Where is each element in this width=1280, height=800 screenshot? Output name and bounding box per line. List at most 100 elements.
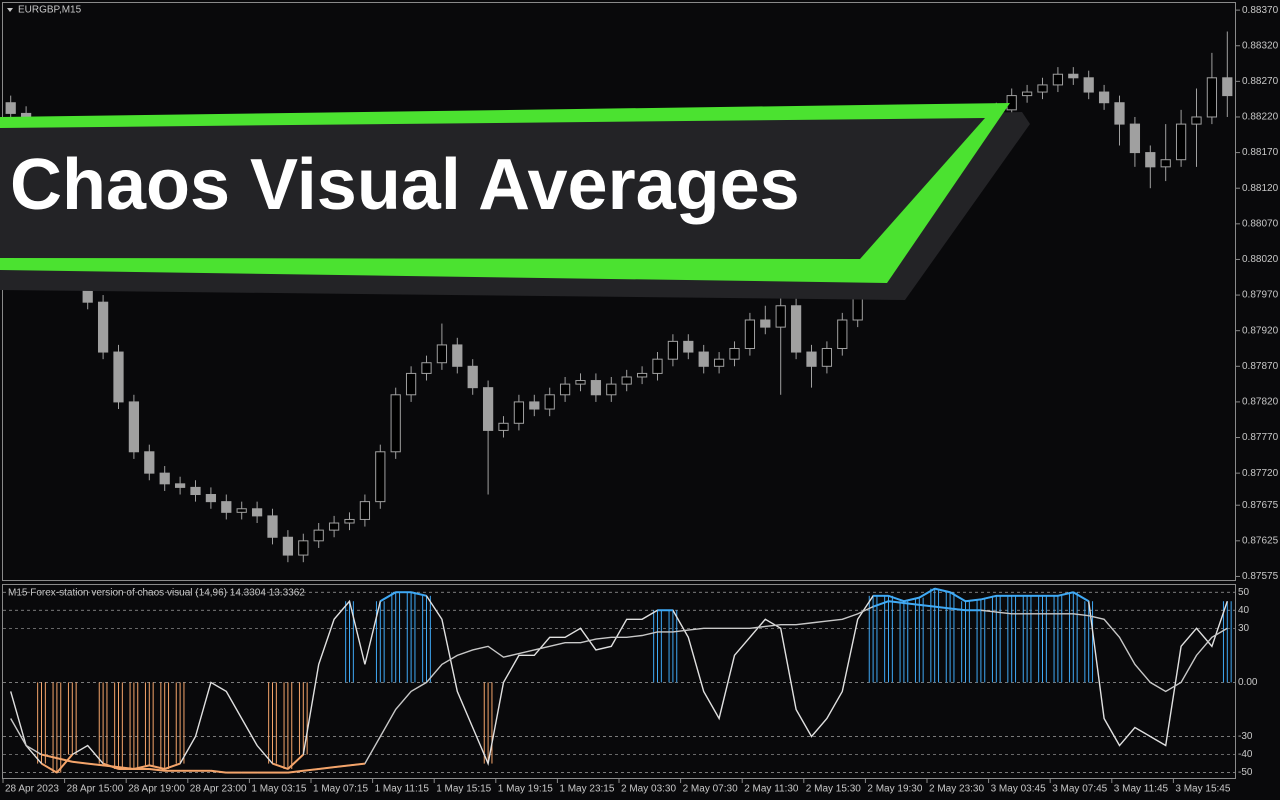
candle-body xyxy=(282,536,294,556)
indicator-frame xyxy=(2,584,1236,779)
candle-body xyxy=(144,451,155,474)
indicator-segment xyxy=(164,762,181,770)
y-tick-label: 40 xyxy=(1238,605,1250,616)
y-tick-label: 0.87920 xyxy=(1242,325,1279,336)
x-tick-label: 28 Apr 2023 xyxy=(5,784,59,795)
x-tick-label: 3 May 15:45 xyxy=(1175,784,1230,795)
candle-body xyxy=(359,501,371,520)
y-tick-label: 0.87675 xyxy=(1242,500,1279,511)
candle-body xyxy=(837,319,848,349)
indicator-segment xyxy=(149,764,165,770)
indicator-segment xyxy=(272,762,289,770)
banner-panel xyxy=(0,118,985,259)
indicator-segment xyxy=(919,603,935,608)
candle-body xyxy=(421,362,432,374)
indicator-segment xyxy=(118,766,135,770)
candle-body xyxy=(190,486,201,496)
indicator-segment xyxy=(872,600,889,608)
candle-body xyxy=(498,422,509,431)
candle-body xyxy=(128,401,140,453)
indicator-segment xyxy=(41,753,58,760)
indicator-segment xyxy=(949,607,966,612)
x-tick-label: 2 May 23:30 xyxy=(929,784,984,795)
indicator-segment xyxy=(965,598,982,603)
candle-body xyxy=(1083,77,1094,93)
y-tick-label: 0.87625 xyxy=(1242,535,1279,546)
candle-body xyxy=(821,347,833,367)
candle-body xyxy=(405,372,417,396)
y-tick-label: 30 xyxy=(1238,623,1250,634)
candle-body xyxy=(236,508,247,513)
indicator-segment xyxy=(949,591,967,603)
x-tick-label: 2 May 11:30 xyxy=(744,784,799,795)
x-tick-label: 2 May 19:30 xyxy=(867,784,922,795)
y-tick-label: 0.87720 xyxy=(1242,468,1279,479)
candle-body xyxy=(698,351,709,367)
candle-body xyxy=(1175,123,1187,161)
indicator-segment xyxy=(287,753,304,770)
candle-body xyxy=(1052,73,1064,86)
candle-body xyxy=(174,483,186,488)
indicator-segment xyxy=(333,764,350,769)
indicator-segment xyxy=(934,605,951,610)
candle-body xyxy=(575,380,586,385)
candle-body xyxy=(1068,73,1079,79)
candle-body xyxy=(328,522,340,531)
candle-body xyxy=(251,508,263,517)
x-tick-label: 3 May 03:45 xyxy=(991,784,1046,795)
candle-body xyxy=(1160,159,1171,168)
price-frame xyxy=(2,2,1236,581)
indicator-segment xyxy=(149,767,165,772)
y-tick-label: 0.87820 xyxy=(1242,397,1279,408)
y-tick-label: 0.87970 xyxy=(1242,290,1279,301)
indicator-segment xyxy=(318,766,335,770)
indicator-segment xyxy=(1057,591,1074,597)
y-tick-label: 0.87870 xyxy=(1242,361,1279,372)
candle-body xyxy=(621,376,632,385)
y-tick-label: 0.00 xyxy=(1238,677,1258,688)
y-tick-label: 0.88020 xyxy=(1242,254,1279,265)
x-tick-label: 28 Apr 23:00 xyxy=(190,784,247,795)
indicator-segment xyxy=(379,591,397,603)
indicator-segment xyxy=(903,596,920,603)
y-tick-label: 0.88370 xyxy=(1242,5,1279,16)
x-tick-label: 1 May 23:15 xyxy=(559,784,614,795)
x-tick-label: 28 Apr 19:00 xyxy=(128,784,185,795)
candle-body xyxy=(221,501,232,513)
candle-body xyxy=(667,340,679,360)
candle-body xyxy=(313,529,324,542)
y-tick-label: 0.88320 xyxy=(1242,40,1279,51)
x-tick-label: 1 May 03:15 xyxy=(251,784,306,795)
candle-body xyxy=(298,540,309,556)
candle-body xyxy=(790,305,802,353)
candle-body xyxy=(683,340,694,353)
candle-body xyxy=(375,451,386,503)
indicator-title: M15 Forex-station version of chaos visua… xyxy=(8,588,305,599)
x-tick-label: 1 May 07:15 xyxy=(313,784,368,795)
indicator-segment xyxy=(888,600,905,605)
indicator-segment xyxy=(888,594,905,603)
indicator-segment xyxy=(934,587,951,594)
banner: Chaos Visual Averages xyxy=(0,103,1030,300)
candle-body xyxy=(436,344,448,364)
candle-body xyxy=(744,319,756,349)
x-tick-label: 1 May 19:15 xyxy=(498,784,553,795)
banner-title: Chaos Visual Averages xyxy=(10,145,800,225)
candle-body xyxy=(97,301,109,353)
candle-body xyxy=(636,372,648,378)
candle-body xyxy=(1037,84,1048,93)
candle-body xyxy=(1222,77,1233,97)
candle-body xyxy=(5,102,16,114)
candle-body xyxy=(1145,152,1156,168)
indicator-segment xyxy=(303,767,319,772)
candle-body xyxy=(1129,123,1141,154)
candle-body xyxy=(1206,77,1218,118)
candle-body xyxy=(1098,91,1110,104)
x-tick-label: 3 May 11:45 xyxy=(1114,784,1169,795)
indicator-segment xyxy=(1072,591,1090,603)
indicator-segment xyxy=(102,764,119,769)
indicator-segment xyxy=(40,762,58,774)
x-tick-label: 2 May 03:30 xyxy=(621,784,676,795)
x-tick-label: 2 May 07:30 xyxy=(683,784,738,795)
